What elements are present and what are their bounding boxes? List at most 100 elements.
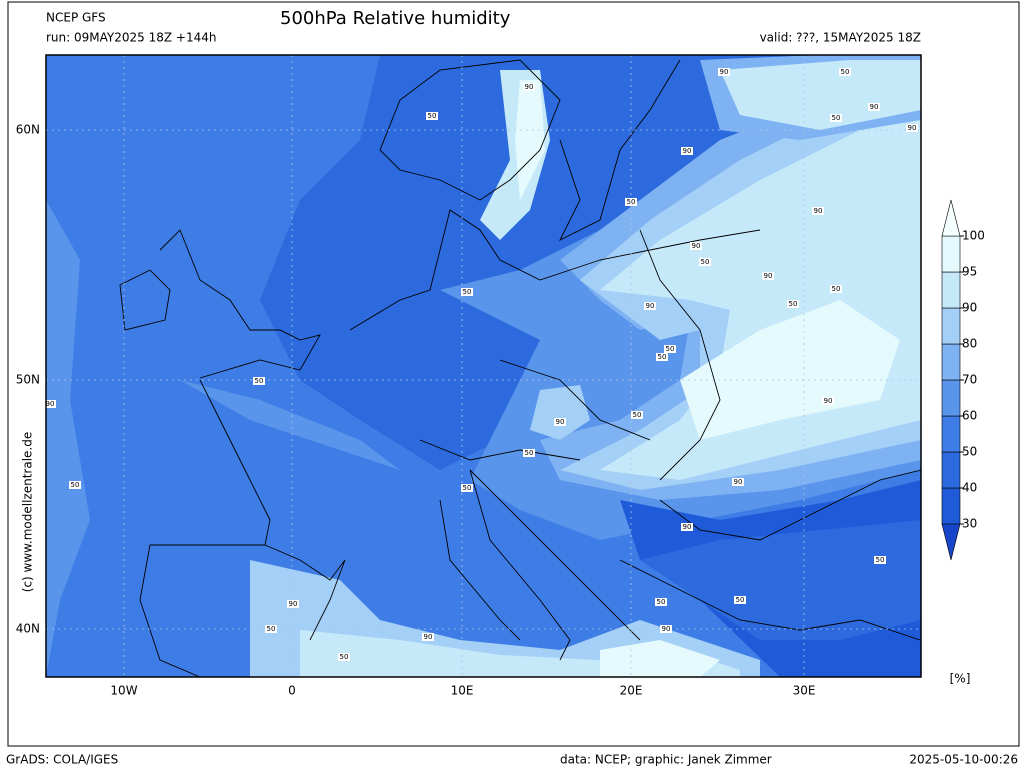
contour-label-box: [625, 198, 637, 206]
contour-label-box: [699, 258, 711, 266]
contour-label: 50: [267, 625, 276, 633]
contour-label-box: [656, 353, 668, 361]
contour-label: 50: [658, 353, 667, 361]
contour-label: 90: [683, 523, 692, 531]
humidity-band: [680, 300, 900, 440]
colorbar-label: 70: [962, 373, 977, 387]
colorbar-band: [941, 451, 961, 489]
run-info: run: 09MAY2025 18Z +144h: [46, 31, 216, 45]
colorbar-label: 30: [962, 517, 977, 531]
contour-label: 90: [764, 272, 773, 280]
lat-label: 40N: [16, 622, 40, 636]
contour-label: 90: [683, 147, 692, 155]
footer-timestamp: 2025-05-10-00:26: [909, 753, 1018, 767]
contour-label-box: [644, 302, 656, 310]
model-name: NCEP GFS: [46, 11, 106, 25]
contour-label-box: [287, 600, 299, 608]
colorbar-band: [941, 487, 961, 525]
contour-label: 50: [340, 653, 349, 661]
contour-label-box: [906, 124, 918, 132]
contour-label-box: [44, 400, 56, 408]
contour-label: 50: [832, 114, 841, 122]
humidity-band: [640, 520, 921, 640]
contour-label-box: [681, 147, 693, 155]
contour-label: 90: [424, 633, 433, 641]
contour-label-box: [690, 242, 702, 250]
contour-label: 90: [734, 478, 743, 486]
contour-label: 90: [720, 68, 729, 76]
contour-label-box: [868, 103, 880, 111]
map-border: [45, 54, 922, 678]
colorbar: 30 40 50 60 70 80 90 95 100: [941, 199, 985, 561]
lon-label: 0: [288, 684, 296, 698]
contour-label: 50: [463, 288, 472, 296]
humidity-band: [46, 200, 90, 677]
contour-label-box: [732, 478, 744, 486]
contour-label: 50: [789, 300, 798, 308]
contour-label: 90: [908, 124, 917, 132]
colorbar-below: [941, 523, 961, 561]
contour-label: 90: [289, 600, 298, 608]
contour-label-box: [631, 411, 643, 419]
contour-label-box: [523, 449, 535, 457]
contour-label-box: [822, 397, 834, 405]
colorbar-label: 50: [962, 445, 977, 459]
lon-label: 10E: [451, 684, 474, 698]
colorbar-label: 40: [962, 481, 977, 495]
contour-label: 90: [814, 207, 823, 215]
contour-label: 50: [71, 481, 80, 489]
contour-label-box: [660, 625, 672, 633]
contour-label: 50: [255, 377, 264, 385]
footer-left: GrADS: COLA/IGES: [6, 753, 118, 767]
humidity-band: [180, 380, 400, 470]
contour-label: 50: [701, 258, 710, 266]
lat-label: 50N: [16, 373, 40, 387]
contour-label: 50: [876, 556, 885, 564]
colorbar-band: [941, 379, 961, 417]
contour-label-box: [253, 377, 265, 385]
contour-label: 50: [627, 198, 636, 206]
colorbar-band: [941, 307, 961, 345]
contour-label: 50: [633, 411, 642, 419]
contour-label: 90: [525, 83, 534, 91]
footer-credit: data: NCEP; graphic: Janek Zimmer: [560, 753, 772, 767]
contour-label: 90: [692, 242, 701, 250]
contour-label: 50: [463, 484, 472, 492]
contour-label-box: [523, 83, 535, 91]
contour-label: 90: [870, 103, 879, 111]
graticule: 60N 50N 40N 10W 0 10E 20E 30E: [16, 55, 921, 698]
contour-label: 90: [662, 625, 671, 633]
contour-label-box: [839, 68, 851, 76]
contour-label: 90: [556, 418, 565, 426]
contour-label-box: [762, 272, 774, 280]
lon-label: 10W: [110, 684, 137, 698]
contour-label-box: [718, 68, 730, 76]
contour-label: 50: [841, 68, 850, 76]
colorbar-above: [941, 199, 961, 237]
colorbar-band: [941, 415, 961, 453]
contour-label-box: [422, 633, 434, 641]
colorbar-label: 80: [962, 337, 977, 351]
contour-label-box: [265, 625, 277, 633]
contour-label-box: [664, 345, 676, 353]
contour-label: 50: [428, 112, 437, 120]
contour-label-box: [461, 288, 473, 296]
colorbar-band: [941, 343, 961, 381]
colorbar-label: 100: [962, 229, 985, 243]
contour-label-box: [874, 556, 886, 564]
contour-label-box: [787, 300, 799, 308]
contour-label-box: [734, 596, 746, 604]
contour-label: 90: [646, 302, 655, 310]
contour-label: 50: [525, 449, 534, 457]
colorbar-label: 60: [962, 409, 977, 423]
contour-label-box: [69, 481, 81, 489]
contour-label-box: [830, 285, 842, 293]
coastlines: [119, 59, 921, 677]
valid-info: valid: ???, 15MAY2025 18Z: [760, 31, 921, 45]
lon-label: 20E: [620, 684, 643, 698]
contour-label: 50: [832, 285, 841, 293]
humidity-band: [720, 60, 921, 130]
humidity-field: [46, 55, 921, 677]
